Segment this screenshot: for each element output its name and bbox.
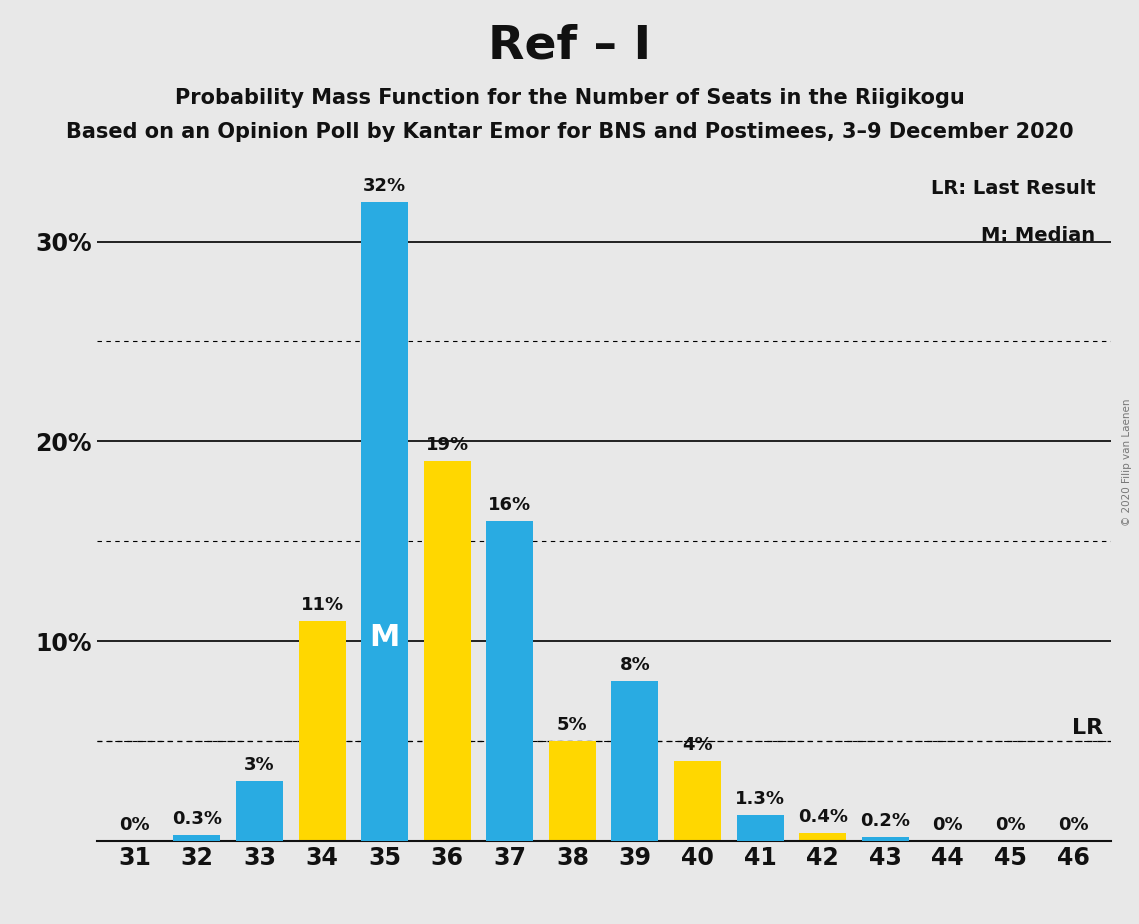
Bar: [486, 521, 533, 841]
Text: LR: Last Result: LR: Last Result: [931, 178, 1096, 198]
Text: 0.3%: 0.3%: [172, 809, 222, 828]
Text: 16%: 16%: [489, 496, 532, 515]
Text: 3%: 3%: [244, 756, 274, 774]
Bar: [674, 761, 721, 841]
Text: 0%: 0%: [933, 816, 964, 833]
Text: M: Median: M: Median: [981, 226, 1096, 245]
Text: 19%: 19%: [426, 436, 469, 455]
Text: 8%: 8%: [620, 656, 650, 674]
Text: 4%: 4%: [682, 736, 713, 754]
Text: Probability Mass Function for the Number of Seats in the Riigikogu: Probability Mass Function for the Number…: [174, 88, 965, 108]
Bar: [737, 815, 784, 841]
Text: Ref – I: Ref – I: [487, 23, 652, 68]
Bar: [424, 461, 470, 841]
Bar: [173, 835, 221, 841]
Text: © 2020 Filip van Laenen: © 2020 Filip van Laenen: [1122, 398, 1132, 526]
Text: Based on an Opinion Poll by Kantar Emor for BNS and Postimees, 3–9 December 2020: Based on an Opinion Poll by Kantar Emor …: [66, 122, 1073, 142]
Bar: [800, 833, 846, 841]
Bar: [298, 621, 345, 841]
Text: 0%: 0%: [1058, 816, 1088, 833]
Text: 1.3%: 1.3%: [735, 790, 785, 808]
Bar: [361, 201, 408, 841]
Text: 32%: 32%: [363, 176, 407, 195]
Text: 0.4%: 0.4%: [797, 808, 847, 826]
Text: 5%: 5%: [557, 716, 588, 734]
Bar: [862, 837, 909, 841]
Text: M: M: [369, 623, 400, 651]
Text: 11%: 11%: [301, 596, 344, 614]
Text: 0.2%: 0.2%: [860, 812, 910, 830]
Bar: [549, 741, 596, 841]
Text: 0%: 0%: [995, 816, 1026, 833]
Bar: [236, 781, 282, 841]
Text: LR: LR: [1072, 718, 1103, 738]
Bar: [612, 681, 658, 841]
Text: 0%: 0%: [120, 816, 149, 833]
